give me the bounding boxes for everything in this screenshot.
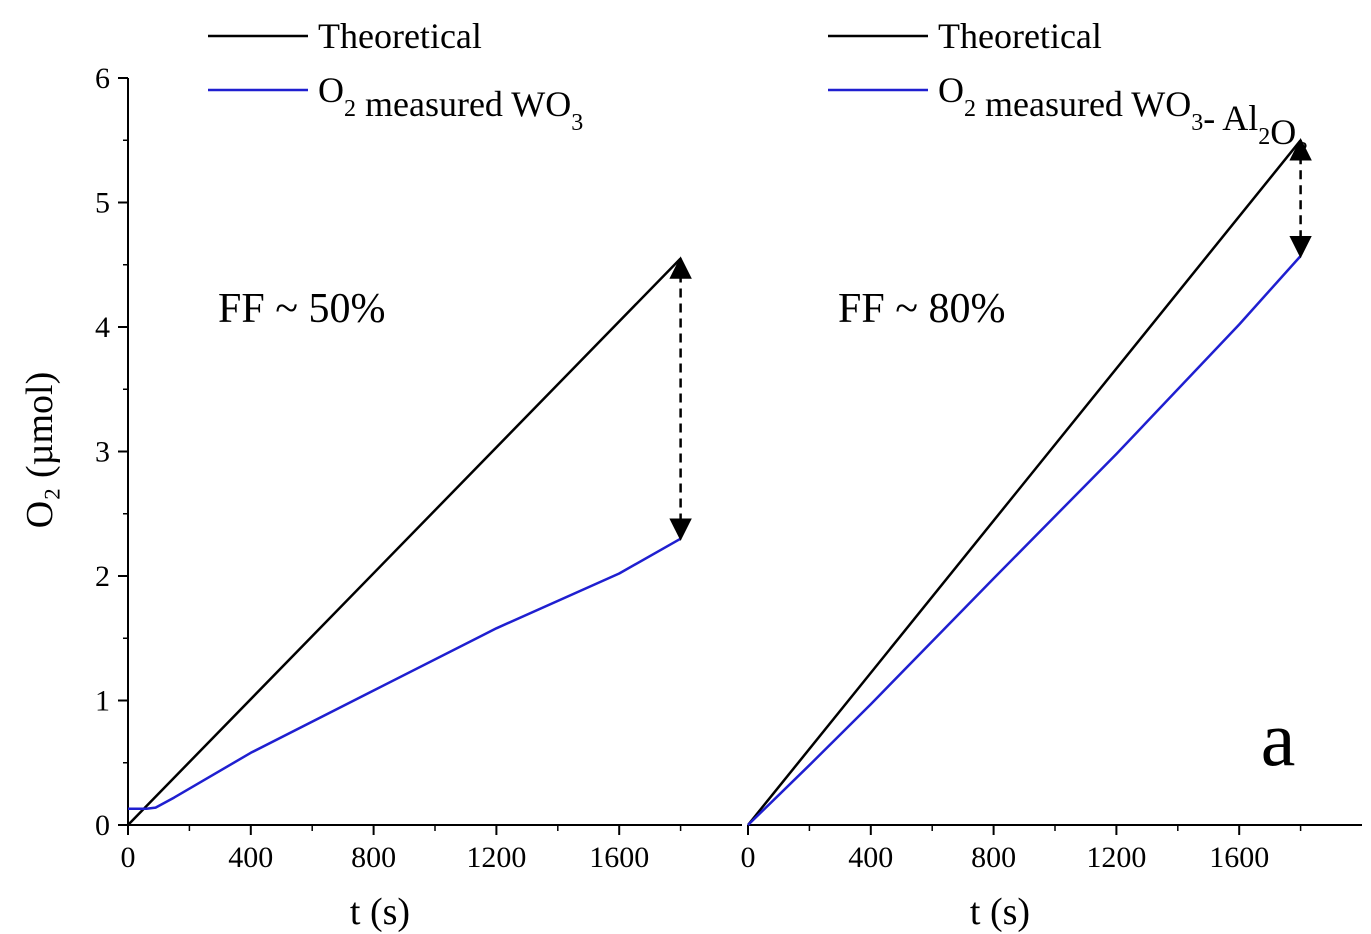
x-axis-title: t (s) [350, 891, 410, 933]
y-tick-label: 4 [95, 311, 110, 344]
series-measured [747, 255, 1302, 826]
series-theoretical [127, 257, 682, 826]
y-tick-label: 3 [95, 436, 110, 469]
x-tick-label: 0 [121, 841, 136, 874]
x-tick-label: 1600 [589, 841, 649, 874]
y-tick-label: 1 [95, 685, 110, 718]
legend-label-measured: O2 measured WO3- Al2O3 [938, 70, 1308, 164]
panels: 0 1 2 3 4 5 6 0 400 800 1200 1600 t (s) FF ~ 50% Theor… [95, 16, 1362, 933]
y-axis-title: O₂ (µmol) [19, 372, 61, 529]
legend-label-theoretical: Theoretical [318, 16, 482, 56]
x-tick-label: 400 [848, 841, 893, 874]
x-axis-title: t (s) [970, 891, 1030, 933]
x-tick-label: 800 [351, 841, 396, 874]
panel-letter: a [1261, 695, 1296, 782]
y-tick-label: 6 [95, 62, 110, 95]
x-tick-label: 400 [228, 841, 273, 874]
series-measured [128, 537, 682, 811]
x-tick-label: 1200 [1086, 841, 1146, 874]
series-theoretical [747, 139, 1302, 826]
panel-2: 0 400 800 1200 1600 t (s) FF ~ 80% Theoretical O… [741, 16, 1362, 933]
fill-factor-annotation: FF ~ 80% [838, 286, 1005, 332]
legend-label-measured: O2 measured WO3 [318, 70, 583, 136]
x-tick-label: 1600 [1209, 841, 1269, 874]
x-tick-label: 800 [971, 841, 1016, 874]
panel-1: 0 1 2 3 4 5 6 0 400 800 1200 1600 t (s) FF ~ 50% Theor… [95, 16, 742, 933]
y-tick-label: 0 [95, 809, 110, 842]
y-tick-label: 2 [95, 560, 110, 593]
legend-label-theoretical: Theoretical [938, 16, 1102, 56]
x-tick-label: 1200 [466, 841, 526, 874]
x-tick-label: 0 [741, 841, 756, 874]
fill-factor-annotation: FF ~ 50% [218, 286, 385, 332]
y-tick-label: 5 [95, 187, 110, 220]
